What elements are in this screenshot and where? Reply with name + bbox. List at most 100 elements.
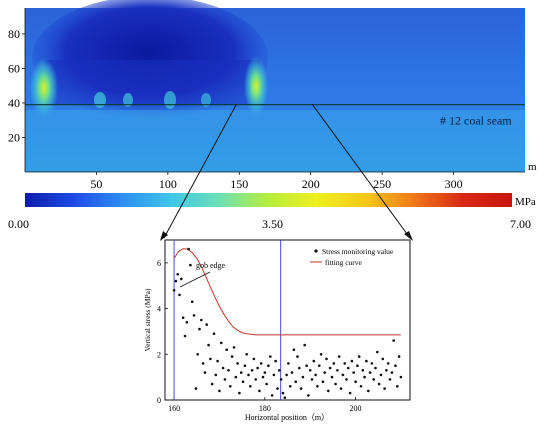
stress-point [221,366,225,370]
stress-point [185,321,189,324]
stress-point [270,394,274,397]
stress-point [350,359,354,363]
y-tick-label: 4 [157,305,161,314]
stress-point [210,382,214,386]
stress-point [278,369,281,372]
stress-point [383,387,386,390]
stress-point [336,369,339,372]
left-concentration-zone [30,58,58,118]
stress-point [230,355,234,358]
stress-point [339,387,343,390]
colorbar-unit: MPa [515,196,536,208]
stress-point [259,362,263,365]
stress-point [301,375,305,379]
stress-point [189,263,192,267]
stress-point [377,382,381,386]
stress-point [272,373,276,377]
stress-point [307,394,310,397]
stress-point [225,348,228,352]
stress-point [319,353,323,356]
stress-point [281,391,285,395]
x-tick-label: 180 [259,404,271,413]
stress-point [263,371,267,374]
top-y-tick-label: 80 [8,27,20,41]
stress-point [176,273,179,276]
legend-label-points: Stress monitoring value [322,247,394,256]
gob-edge-pointer [179,271,211,288]
legend-marker-points [314,249,318,253]
stress-point [308,369,312,372]
stress-point [354,380,357,384]
stress-point [305,364,308,368]
chart-axes: 160 180 200 0 2 4 6 [157,259,362,413]
stress-point [399,375,403,379]
stress-point [236,362,239,365]
stress-point [388,378,392,381]
stress-point [276,387,279,390]
stress-point [200,318,203,322]
stress-point [269,355,272,358]
stress-point [397,355,401,358]
top-x-tick-label: 150 [230,177,248,191]
stress-point [239,371,243,374]
seam-label: # 12 coal seam [440,114,512,128]
top-x-tick-label: 100 [159,177,177,191]
stress-point [172,289,176,292]
y-tick-label: 6 [157,259,161,268]
stress-point [361,369,365,372]
gob-edge-annotation: gob edge [179,261,226,288]
mid-lobe-1 [94,92,106,108]
stress-point [347,366,350,370]
stress-point [348,391,352,395]
stress-point [279,378,283,381]
stress-point [345,378,348,381]
stress-point [212,332,216,336]
stress-point [294,380,298,384]
chart-legend: Stress monitoring value fitting curve [310,247,394,267]
mid-lobe-2 [123,93,133,107]
stress-point [190,300,194,304]
stress-point [196,353,199,356]
stress-point [261,375,265,379]
stress-point [285,373,288,377]
stress-point [192,314,196,317]
stress-point [292,348,296,352]
stress-point [372,378,376,381]
top-x-tick-label: 250 [373,177,391,191]
connector-left-arrowhead [160,231,168,241]
stress-point [245,353,248,356]
stress-point [241,380,245,384]
right-concentration-zone [244,56,268,116]
stress-point [370,362,374,365]
stress-point [178,293,181,297]
legend-label-curve: fitting curve [325,258,363,267]
stress-point [334,382,337,386]
stress-point [328,366,332,370]
stress-contour-panel: # 12 coal seam 50 100 150 200 250 300 m 20 40 60 8… [8,0,537,191]
stress-point [352,371,356,374]
stress-point [359,385,363,388]
stress-point [227,369,230,372]
stress-point [296,355,299,358]
stress-point [194,387,198,390]
stress-point [243,364,247,368]
stress-point [234,375,238,379]
stress-point [368,371,372,374]
stress-point [392,339,396,342]
stress-point [390,371,394,374]
stress-point [288,385,292,388]
stress-point [174,279,178,283]
stress-point [396,385,399,388]
stress-point [203,371,207,374]
stress-point [209,357,212,361]
stress-point [267,364,270,368]
stress-point [381,357,385,361]
stress-point [376,350,379,354]
mid-lobe-3 [164,91,176,109]
stress-point [363,375,366,379]
stress-point [341,373,345,377]
stress-point [314,373,317,377]
stress-points [172,247,403,400]
stress-point [367,389,370,393]
